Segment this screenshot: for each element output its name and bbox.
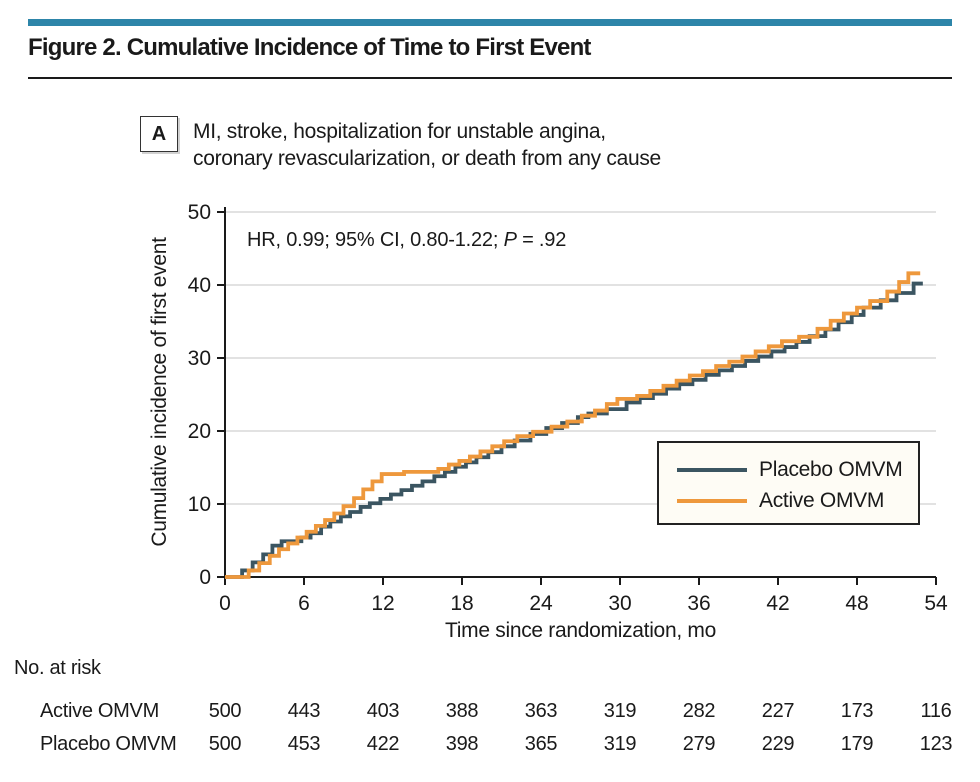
x-axis-title: Time since randomization, mo [445, 619, 716, 642]
risk-count: 319 [603, 700, 637, 722]
panel-subtitle: MI, stroke, hospitalization for unstable… [193, 118, 753, 172]
legend-row-placebo: Placebo OMVM [677, 454, 918, 485]
risk-table-heading: No. at risk [14, 657, 101, 679]
active-line-swatch [677, 498, 747, 503]
panel-subtitle-line2: coronary revascularization, or death fro… [193, 147, 661, 170]
risk-count: 279 [682, 733, 716, 755]
x-tick-label-54: 54 [924, 592, 948, 615]
risk-count: 388 [445, 700, 479, 722]
panel-a-letter: A [151, 122, 167, 145]
risk-count: 398 [445, 733, 479, 755]
title-divider [28, 77, 952, 79]
y-tick-label-20: 20 [188, 420, 211, 443]
risk-count: 500 [208, 700, 242, 722]
placebo-line-swatch [677, 467, 747, 472]
x-tick-label-48: 48 [845, 592, 868, 615]
risk-count: 453 [287, 733, 321, 755]
x-tick-label-24: 24 [529, 592, 553, 615]
legend-label-active: Active OMVM [759, 488, 885, 512]
risk-count: 500 [208, 733, 242, 755]
risk-count: 173 [840, 700, 874, 722]
risk-count: 229 [761, 733, 795, 755]
p-label: P [503, 229, 517, 251]
figure-title: Figure 2. Cumulative Incidence of Time t… [28, 34, 591, 61]
y-tick-label-10: 10 [188, 493, 211, 516]
y-tick-label-30: 30 [188, 347, 211, 370]
legend: Placebo OMVM Active OMVM [657, 441, 920, 525]
x-tick-label-18: 18 [450, 592, 473, 615]
legend-row-active: Active OMVM [677, 485, 918, 516]
p-value: = .92 [516, 229, 567, 251]
hr-text: HR, 0.99; 95% CI, 0.80-1.22; [247, 229, 504, 251]
legend-label-placebo: Placebo OMVM [759, 457, 903, 481]
risk-count: 365 [524, 733, 558, 755]
active-omvm-curve [225, 271, 921, 579]
risk-count: 363 [524, 700, 558, 722]
risk-row-label-active: Active OMVM [40, 700, 159, 722]
risk-count: 179 [840, 733, 874, 755]
risk-count: 319 [603, 733, 637, 755]
hazard-ratio-annotation: HR, 0.99; 95% CI, 0.80-1.22; P = .92 [247, 229, 566, 252]
risk-count: 443 [287, 700, 321, 722]
accent-bar [28, 19, 952, 26]
risk-row-label-placebo: Placebo OMVM [40, 733, 177, 755]
x-tick-label-30: 30 [608, 592, 631, 615]
risk-count: 227 [761, 700, 795, 722]
x-tick-label-0: 0 [219, 592, 231, 615]
panel-a-label: A [140, 116, 178, 152]
risk-count: 123 [919, 733, 953, 755]
y-tick-label-0: 0 [199, 566, 211, 589]
x-tick-label-42: 42 [766, 592, 789, 615]
panel-subtitle-line1: MI, stroke, hospitalization for unstable… [193, 120, 606, 143]
risk-count: 422 [366, 733, 400, 755]
x-tick-label-12: 12 [371, 592, 394, 615]
y-axis-title: Cumulative incidence of first event [148, 237, 171, 547]
y-tick-label-40: 40 [188, 274, 211, 297]
risk-count: 116 [920, 700, 952, 722]
y-tick-label-50: 50 [188, 201, 211, 224]
risk-count: 282 [682, 700, 716, 722]
x-tick-label-36: 36 [687, 592, 710, 615]
placebo-omvm-curve [225, 281, 923, 579]
risk-count: 403 [366, 700, 400, 722]
x-tick-label-6: 6 [298, 592, 310, 615]
